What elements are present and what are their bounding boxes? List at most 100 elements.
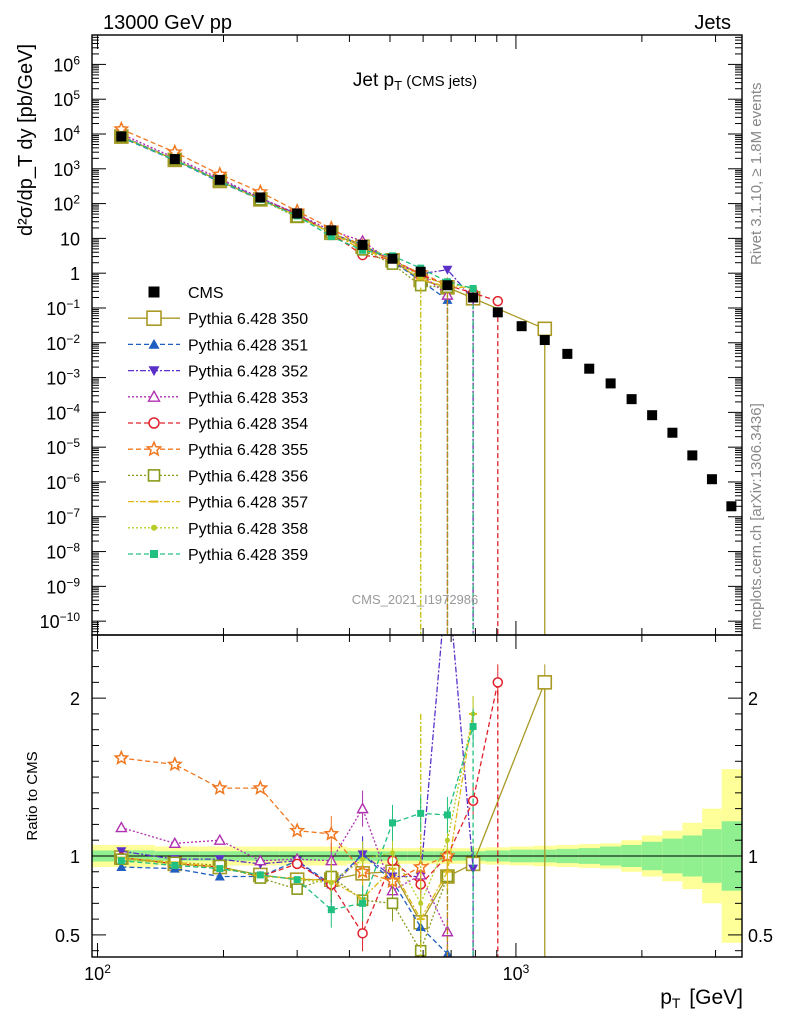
y-tick-exp: −8 — [66, 541, 80, 555]
series-ratio-3 — [116, 635, 479, 957]
ratio-tick-label-right: 2 — [748, 689, 758, 709]
ratio-point — [323, 825, 340, 841]
series-ratio-7 — [115, 853, 454, 957]
x-tick-base: 10 — [503, 964, 523, 984]
series-line — [121, 128, 448, 286]
y-tick-exp: −2 — [66, 332, 80, 346]
header-left: 13000 GeV pp — [103, 12, 232, 34]
main-series-group — [113, 120, 553, 635]
y-tick-base: 10 — [46, 369, 66, 389]
y-tick-label: 10−7 — [46, 506, 80, 528]
legend-marker — [148, 338, 160, 349]
y-tick-label: 104 — [53, 123, 80, 145]
legend-label: Pythia 6.428 352 — [188, 364, 308, 381]
data-point — [647, 410, 658, 421]
legend-item: CMS — [148, 285, 224, 302]
x-axis-label: pT [GeV] — [660, 986, 743, 1011]
y-tick-label: 1 — [70, 264, 80, 284]
series-point — [442, 265, 453, 275]
ratio-line — [121, 858, 449, 953]
y-tick-base: 10 — [46, 403, 66, 423]
axis-ticks: 102 10310610510410310210110−110−210−310−4… — [40, 34, 773, 984]
series-main-1 — [114, 129, 553, 635]
y-tick-base: 10 — [53, 90, 73, 110]
ratio-point — [492, 677, 504, 688]
ratio-point — [444, 837, 450, 843]
xlabel-unit: [GeV] — [683, 986, 743, 1009]
title-main: Jet p — [353, 70, 394, 91]
ratio-point — [327, 906, 335, 914]
y-tick-exp: −5 — [66, 436, 80, 450]
legend-marker — [145, 440, 163, 457]
ratio-point — [168, 836, 181, 849]
ratio-point — [357, 928, 368, 939]
legend: CMS Pythia 6.428 350 Pythia 6.428 351 Pythi… — [128, 285, 308, 564]
y-tick-label: 105 — [53, 88, 80, 110]
legend-item: Pythia 6.428 350 — [128, 310, 308, 328]
ratio-point — [386, 897, 399, 910]
side-label-rivet: Rivet 3.1.10, ≥ 1.8M events — [748, 83, 765, 266]
ratio-point — [256, 871, 264, 879]
y-tick-label: 10−4 — [46, 401, 80, 423]
y-tick-exp: −6 — [66, 471, 80, 485]
data-point — [605, 378, 616, 389]
y-tick-exp: 2 — [73, 193, 80, 207]
series-point — [537, 321, 553, 337]
y-tick-base: 10 — [46, 299, 66, 319]
y-tick-exp: −9 — [66, 575, 80, 589]
ratio-point — [171, 861, 179, 869]
ratio-point — [293, 876, 301, 884]
legend-label: Pythia 6.428 351 — [188, 337, 308, 354]
ratio-point — [214, 855, 225, 865]
y-tick-base: 10 — [46, 543, 66, 563]
series-main-5 — [116, 131, 504, 635]
legend-label: Pythia 6.428 357 — [188, 495, 308, 512]
ratio-point — [443, 811, 451, 819]
data-point — [116, 131, 127, 142]
legend-label: Pythia 6.428 356 — [188, 468, 308, 485]
ratio-series-group — [113, 635, 553, 957]
data-point — [562, 348, 573, 359]
data-point — [726, 501, 737, 512]
y-tick-base: 1 — [70, 264, 80, 284]
ratio-point — [289, 822, 306, 838]
y-tick-base: 10 — [53, 195, 73, 215]
ratio-point — [254, 854, 267, 866]
series-point — [492, 295, 504, 307]
ratio-point — [356, 802, 369, 814]
data-point — [214, 174, 225, 185]
y-tick-exp: 4 — [73, 123, 80, 137]
legend-marker — [151, 524, 157, 531]
series-point — [469, 284, 477, 292]
ratio-line — [121, 853, 448, 955]
y-tick-base: 10 — [46, 334, 66, 354]
side-label-mcplots: mcplots.cern.ch [arXiv:1306.3436] — [748, 403, 765, 630]
x-tick-label: 103 — [503, 962, 530, 984]
y-tick-base: 10 — [53, 125, 73, 145]
xlabel-sub: T — [672, 995, 681, 1011]
legend-marker — [150, 550, 158, 558]
title-sub: T — [394, 78, 402, 93]
data-point — [255, 192, 266, 203]
xlabel-p: p — [660, 986, 672, 1009]
legend-marker — [148, 366, 160, 377]
y-tick-exp: 6 — [73, 53, 80, 67]
ratio-tick-label-left: 2 — [70, 689, 80, 709]
ratio-point — [328, 880, 334, 886]
legend-marker — [148, 417, 160, 429]
y-tick-label: 10−5 — [46, 436, 80, 458]
y-tick-base: 10 — [46, 508, 66, 528]
ratio-frame — [91, 634, 743, 958]
ratio-point — [252, 779, 269, 795]
ratio-y-label: Ratio to CMS — [24, 751, 41, 840]
legend-label: Pythia 6.428 353 — [188, 390, 308, 407]
ratio-point — [113, 749, 130, 765]
legend-marker — [147, 389, 161, 402]
data-point — [357, 239, 368, 250]
data-point — [626, 394, 637, 405]
series-ratio-5 — [116, 664, 504, 957]
ratio-tick-label-left: 1 — [70, 847, 80, 867]
legend-label: Pythia 6.428 350 — [188, 311, 308, 328]
y-tick-exp: −7 — [66, 506, 80, 520]
x-tick-label: 102 — [84, 962, 111, 984]
